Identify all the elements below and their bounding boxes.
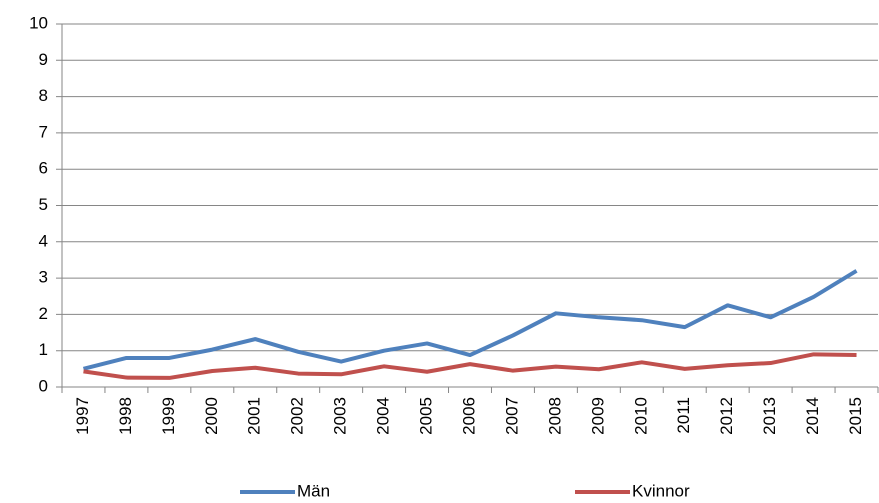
y-tick-label: 4 bbox=[39, 231, 48, 250]
x-tick-label: 2002 bbox=[288, 397, 307, 435]
x-tick-label: 2012 bbox=[717, 397, 736, 435]
y-tick-label: 10 bbox=[29, 13, 48, 32]
legend-label: Män bbox=[297, 481, 330, 500]
y-tick-label: 1 bbox=[39, 340, 48, 359]
x-tick-label: 2009 bbox=[588, 397, 607, 435]
x-tick-label: 2013 bbox=[760, 397, 779, 435]
x-tick-label: 2008 bbox=[545, 397, 564, 435]
x-tick-label: 2006 bbox=[459, 397, 478, 435]
x-tick-label: 2015 bbox=[846, 397, 865, 435]
series-line bbox=[83, 352, 857, 380]
y-tick-label: 3 bbox=[39, 268, 48, 287]
x-tick-label: 2003 bbox=[331, 397, 350, 435]
x-tick-label: 2007 bbox=[502, 397, 521, 435]
x-tick-label: 2000 bbox=[202, 397, 221, 435]
y-tick-label: 5 bbox=[39, 195, 48, 214]
y-tick-label: 6 bbox=[39, 159, 48, 178]
x-tick-label: 1998 bbox=[116, 397, 135, 435]
y-tick-label: 9 bbox=[39, 50, 48, 69]
x-tick-label: 2004 bbox=[374, 397, 393, 435]
x-tick-label: 1999 bbox=[159, 397, 178, 435]
x-tick-label: 2014 bbox=[803, 397, 822, 435]
y-tick-label: 0 bbox=[39, 376, 48, 395]
x-tick-label: 2001 bbox=[245, 397, 264, 435]
x-tick-label: 2010 bbox=[631, 397, 650, 435]
y-tick-label: 8 bbox=[39, 86, 48, 105]
x-tick-label: 1997 bbox=[73, 397, 92, 435]
series-line bbox=[82, 269, 858, 371]
legend-label: Kvinnor bbox=[632, 481, 690, 500]
x-tick-label: 2011 bbox=[674, 397, 693, 434]
y-tick-label: 7 bbox=[39, 122, 48, 141]
y-tick-label: 2 bbox=[39, 304, 48, 323]
x-tick-label: 2005 bbox=[417, 397, 436, 435]
